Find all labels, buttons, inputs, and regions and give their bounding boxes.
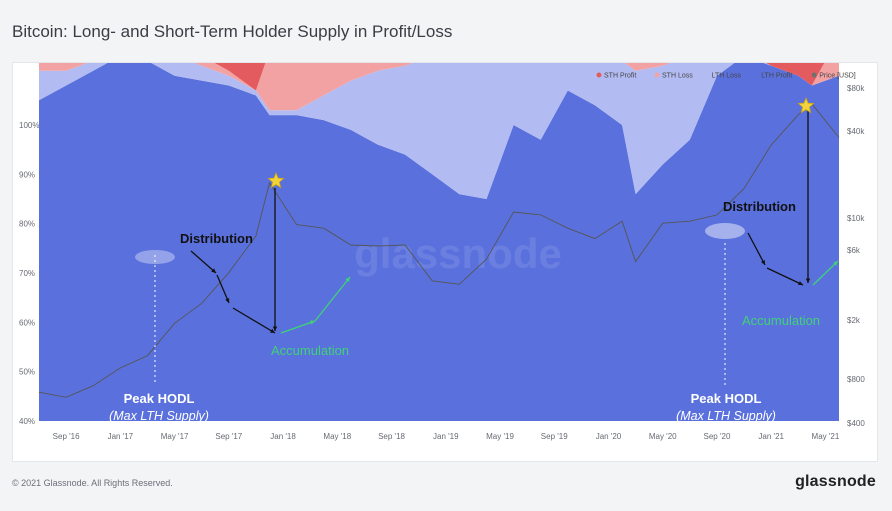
x-tick: Jan '17 — [108, 432, 134, 441]
legend-label: LTH Profit — [761, 73, 792, 80]
chart-svg: glassnode 40% 50% 60% 70% 80% 90% 100% $400 $800 $… — [19, 63, 865, 441]
distribution-arrow-1a-line — [190, 250, 217, 274]
annotation-peak-hodl-1-title: Peak HODL — [124, 391, 195, 406]
chart-panel: glassnode 40% 50% 60% 70% 80% 90% 100% $400 $800 $… — [12, 62, 878, 462]
x-tick: Sep '20 — [704, 432, 731, 441]
ath-star-2017 — [267, 171, 285, 189]
x-tick: May '18 — [323, 432, 351, 441]
y-right-tick: $6k — [847, 246, 861, 255]
price-line — [38, 103, 840, 398]
y-right-tick: $40k — [847, 127, 865, 136]
annotation-peak-hodl-2-sub: (Max LTH Supply) — [676, 409, 776, 423]
legend-dot — [596, 72, 602, 78]
y-left-tick: 90% — [19, 170, 35, 179]
distribution-arrow-1a-head — [211, 268, 216, 273]
y-right-tick: $80k — [847, 84, 865, 93]
peak-hodl-1-highlight — [135, 250, 175, 264]
annotation-accumulation-1: Accumulation — [271, 343, 349, 358]
brand-logo: glassnode — [795, 473, 876, 490]
y-right-tick: $10k — [847, 214, 865, 223]
annotation-distribution-2: Distribution — [723, 199, 796, 214]
y-left-tick: 50% — [19, 368, 35, 377]
annotation-peak-hodl-1-sub: (Max LTH Supply) — [109, 409, 209, 423]
x-tick: Jan '21 — [758, 432, 784, 441]
y-left-tick: 100% — [19, 121, 39, 130]
accumulation-arrow-1a-head — [310, 320, 315, 325]
accumulation-arrow-2-line — [812, 260, 839, 286]
y-left-tick: 70% — [19, 269, 35, 278]
accumulation-arrow-1b-line — [314, 276, 351, 322]
y-right-tick: $400 — [847, 419, 865, 428]
legend-label: Price [USD] — [819, 73, 856, 80]
x-tick: Jan '19 — [433, 432, 459, 441]
distribution-arrow-1b-head — [225, 298, 230, 303]
distribution-arrow-2a-head — [761, 260, 765, 265]
distribution-arrow-2b-line — [766, 267, 804, 286]
x-tick: Sep '16 — [53, 432, 80, 441]
distribution-arrow-1c-line — [232, 307, 276, 334]
distribution-arrow-2b-head — [798, 281, 803, 285]
legend-dot — [704, 72, 710, 78]
annotation-accumulation-2: Accumulation — [742, 313, 820, 328]
x-tick: Sep '17 — [215, 432, 242, 441]
y-left-tick: 40% — [19, 417, 35, 426]
ath-star-2021 — [797, 96, 815, 114]
y-right-tick: $2k — [847, 316, 861, 325]
distribution-arrow-2a-line — [747, 232, 766, 266]
peak-price-drop-2-head — [805, 278, 811, 283]
y-left-tick: 60% — [19, 318, 35, 327]
accumulation-arrow-1a-line — [280, 320, 316, 334]
y-left-tick: 80% — [19, 220, 35, 229]
x-tick: Jan '18 — [270, 432, 296, 441]
x-tick: Sep '18 — [378, 432, 405, 441]
x-tick: May '19 — [486, 432, 514, 441]
watermark-text: glassnode — [354, 230, 562, 277]
x-tick: Jan '20 — [596, 432, 622, 441]
copyright-footer: © 2021 Glassnode. All Rights Reserved. — [12, 478, 173, 488]
peak-price-drop-1-head — [272, 326, 278, 331]
legend-label: STH Profit — [604, 73, 636, 80]
annotation-distribution-1: Distribution — [180, 231, 253, 246]
accumulation-arrow-2-head — [833, 261, 838, 266]
x-tick: Sep '19 — [541, 432, 568, 441]
x-tick: May '17 — [161, 432, 189, 441]
legend-dot — [753, 72, 759, 78]
legend-dot — [811, 72, 817, 78]
accumulation-arrow-1b-head — [345, 277, 350, 282]
legend-label: STH Loss — [662, 73, 693, 80]
area-lth-loss — [39, 63, 839, 199]
legend-label: LTH Loss — [712, 73, 742, 80]
annotation-peak-hodl-2-title: Peak HODL — [691, 391, 762, 406]
distribution-arrow-1c-head — [270, 328, 275, 333]
peak-hodl-2-highlight — [705, 223, 745, 239]
legend-dot — [654, 72, 660, 78]
x-tick: May '20 — [649, 432, 677, 441]
x-tick: May '21 — [812, 432, 840, 441]
area-lth-profit — [39, 63, 839, 421]
y-right-tick: $800 — [847, 375, 865, 384]
distribution-arrow-1b-line — [216, 274, 230, 304]
chart-title: Bitcoin: Long- and Short-Term Holder Sup… — [12, 22, 453, 41]
